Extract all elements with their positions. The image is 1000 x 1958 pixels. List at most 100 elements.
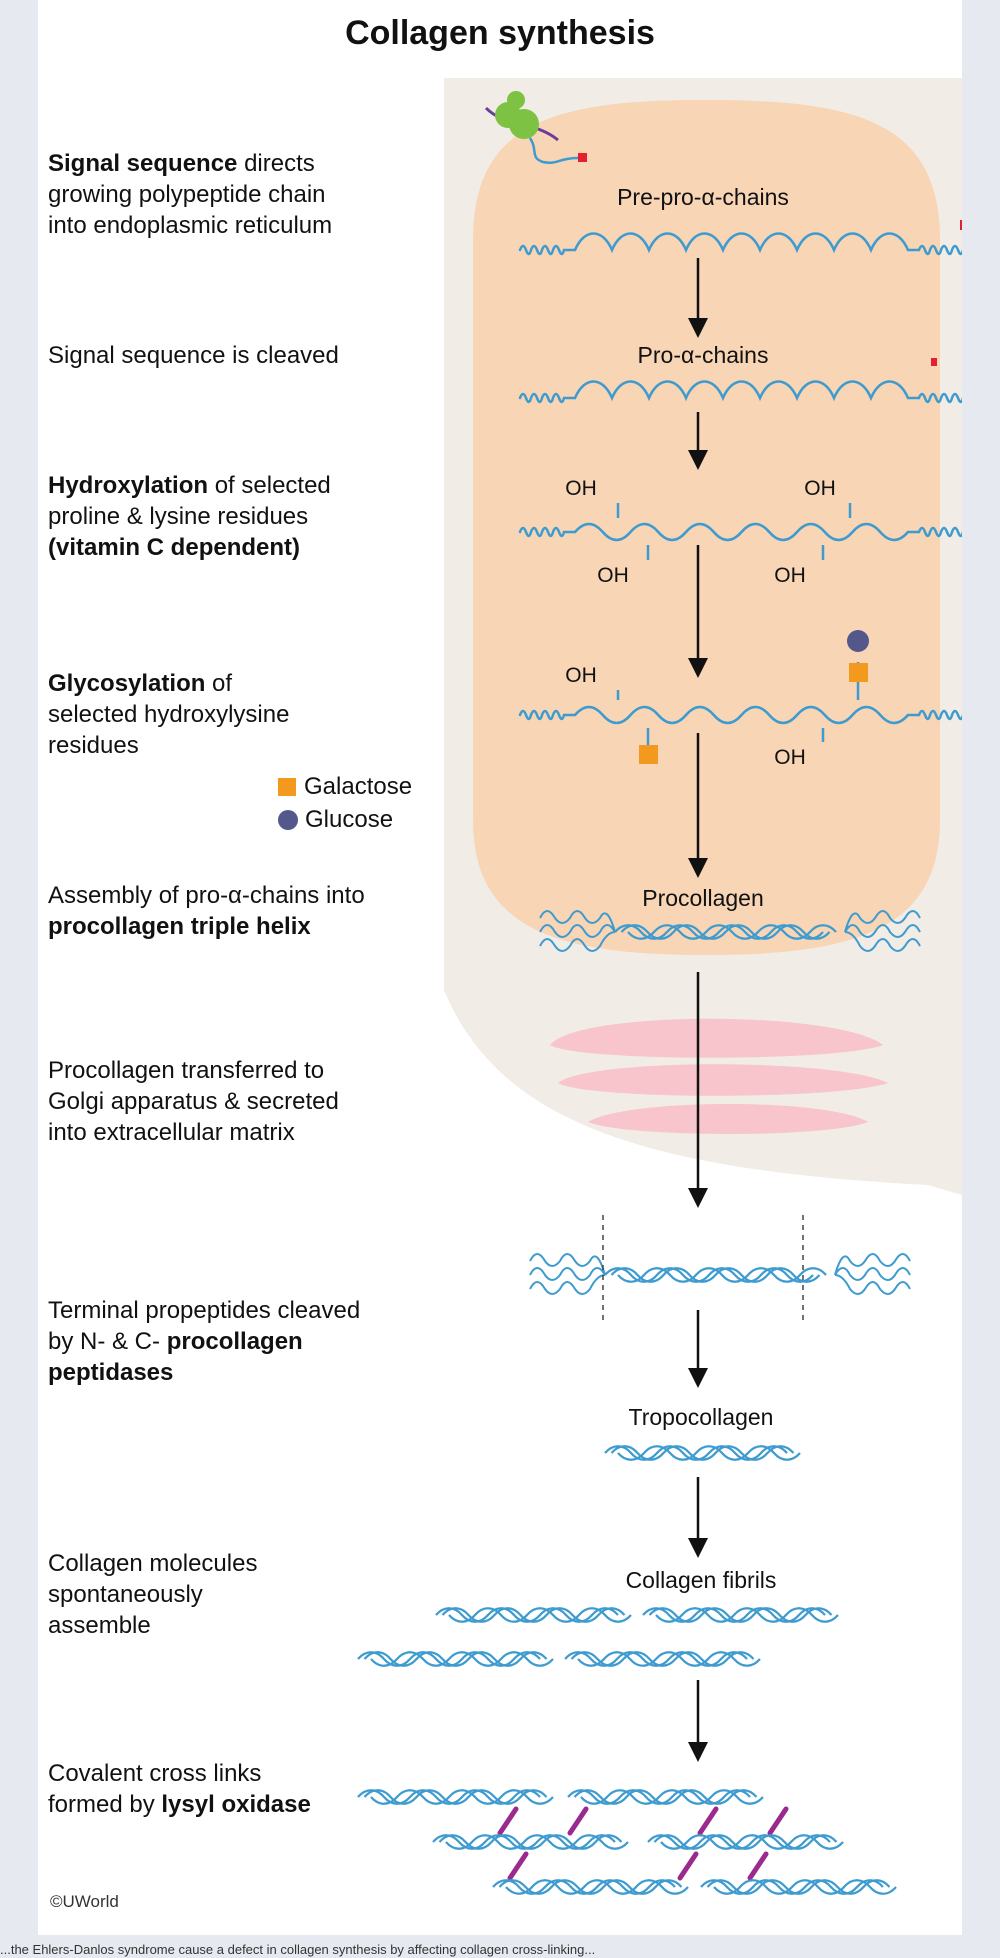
step-text-run: directs: [237, 150, 315, 177]
helix-strand: [577, 1651, 761, 1667]
step-line: peptidases: [48, 1357, 468, 1388]
helix-strand: [357, 1651, 541, 1667]
oh-label: OH: [565, 477, 597, 500]
figure-card: Pre-pro-α-chains Pro-α-chains Procollage…: [38, 0, 962, 1935]
propeptide-tail: [539, 931, 616, 952]
helix-strand: [432, 1834, 616, 1850]
step-glycosylation: Glycosylation of selected hydroxylysine re…: [48, 668, 468, 761]
step-line: Hydroxylation of selected: [48, 470, 468, 501]
helix-strand: [653, 1834, 838, 1850]
oh-label: OH: [774, 746, 806, 769]
helix-strand: [573, 1789, 758, 1805]
pre-pro-alpha-chain: [518, 232, 962, 256]
glucose-circle-icon: [847, 630, 869, 652]
stage-label-fibrils: Collagen fibrils: [626, 1567, 777, 1593]
helix-strand: [567, 1789, 751, 1805]
legend-glucose: Glucose: [278, 803, 412, 836]
helix-strand: [445, 1834, 629, 1850]
propeptide-tail: [529, 1274, 606, 1295]
step-propeptides-cleaved: Terminal propeptides cleaved by N- & C- p…: [48, 1295, 468, 1388]
step-text-run: formed by: [48, 1791, 162, 1818]
step-text-run: lysyl oxidase: [161, 1791, 311, 1818]
signal-peptide: [960, 220, 962, 230]
cleaved-signal-peptide: [931, 358, 937, 366]
helix-strand: [441, 1607, 626, 1623]
step-assembly: Assembly of pro-α-chains into procollagen…: [48, 880, 468, 942]
helix-strand: [660, 1834, 844, 1850]
helix-strand: [370, 1651, 554, 1667]
legend-galactose: Galactose: [278, 770, 412, 803]
galactose-square-icon: [849, 663, 868, 682]
step-line: selected hydroxylysine: [48, 699, 468, 730]
legend: Galactose Glucose: [278, 770, 412, 836]
helix-strand: [647, 1834, 831, 1850]
step-text-run: residues: [48, 732, 139, 759]
cross-linked-fibril: [647, 1834, 844, 1850]
oh-label: OH: [597, 564, 629, 587]
step-line: Signal sequence is cleaved: [48, 340, 468, 371]
step-text-run: (vitamin C dependent): [48, 534, 301, 561]
glycosylated-chain: [518, 705, 962, 725]
helix-strand: [435, 1607, 619, 1623]
helix-strand: [706, 1879, 891, 1895]
helix-strand: [700, 1879, 884, 1895]
step-line: Golgi apparatus & secreted: [48, 1086, 468, 1117]
step-text-run: Collagen molecules: [48, 1550, 258, 1577]
step-line: Assembly of pro-α-chains into: [48, 880, 468, 911]
propeptide-tail: [529, 1267, 606, 1281]
step-line: proline & lysine residues: [48, 501, 468, 532]
step-text-run: procollagen: [166, 1328, 303, 1355]
step-line: by N- & C- procollagen: [48, 1326, 468, 1357]
stage-label-procollagen: Procollagen: [642, 885, 763, 911]
helix-strand: [505, 1879, 689, 1895]
step-signal-cleaved: Signal sequence is cleaved: [48, 340, 468, 371]
secreted-procollagen-helix: [529, 1253, 911, 1295]
propeptide-tail: [834, 1253, 911, 1276]
cross-linked-fibril: [357, 1789, 554, 1805]
stage-label-tropocollagen: Tropocollagen: [629, 1404, 774, 1430]
oh-label: OH: [774, 564, 806, 587]
step-text-run: Assembly of pro-α-chains into: [48, 882, 365, 909]
propeptide-tail: [539, 924, 616, 938]
step-line: (vitamin C dependent): [48, 532, 468, 563]
step-line: Covalent cross links: [48, 1758, 468, 1789]
helix-strand: [713, 1879, 897, 1895]
stage-label-pre-pro: Pre-pro-α-chains: [617, 184, 789, 210]
step-line: Glycosylation of: [48, 668, 468, 699]
helix-strand: [580, 1789, 764, 1805]
cross-link: [567, 1806, 589, 1836]
propeptide-tail: [844, 910, 921, 933]
helix-strand: [627, 924, 837, 940]
glucose-circle-icon: [278, 809, 298, 830]
helix-strand: [492, 1879, 676, 1895]
footer-fragment: ...the Ehlers-Danlos syndrome cause a de…: [0, 1942, 596, 1957]
helix-strand: [363, 1789, 548, 1805]
step-text-run: of selected: [208, 472, 331, 499]
propeptide-tail: [844, 924, 921, 938]
step-text-run: assemble: [48, 1612, 151, 1639]
cross-linked-fibril: [700, 1879, 897, 1895]
step-line: into endoplasmic reticulum: [48, 210, 468, 241]
helix-strand: [448, 1607, 632, 1623]
propeptide-tail: [529, 1253, 606, 1276]
step-text-run: of: [205, 670, 233, 697]
step-text-run: Glycosylation: [48, 670, 206, 697]
credit: ©UWorld: [50, 1892, 119, 1911]
collagen-pathway-diagram: Pre-pro-α-chains Pro-α-chains Procollage…: [357, 78, 962, 1895]
hydroxylated-chain: [518, 522, 962, 542]
collagen-fibril: [564, 1651, 761, 1667]
legend-glucose-label: Glucose: [305, 805, 394, 833]
helix-strand: [648, 1607, 833, 1623]
step-text-run: Golgi apparatus & secreted: [48, 1088, 339, 1115]
step-line: Terminal propeptides cleaved: [48, 1295, 468, 1326]
step-text-run: Hydroxylation: [48, 472, 209, 499]
step-line: Procollagen transferred to: [48, 1055, 468, 1086]
cross-link: [747, 1851, 769, 1881]
diagram-title: Collagen synthesis: [345, 14, 655, 52]
helix-strand: [498, 1879, 683, 1895]
step-text-run: Signal sequence is cleaved: [48, 342, 339, 369]
helix-strand: [357, 1789, 541, 1805]
cross-link: [697, 1806, 719, 1836]
oh-label: OH: [804, 477, 836, 500]
step-line: growing polypeptide chain: [48, 179, 468, 210]
